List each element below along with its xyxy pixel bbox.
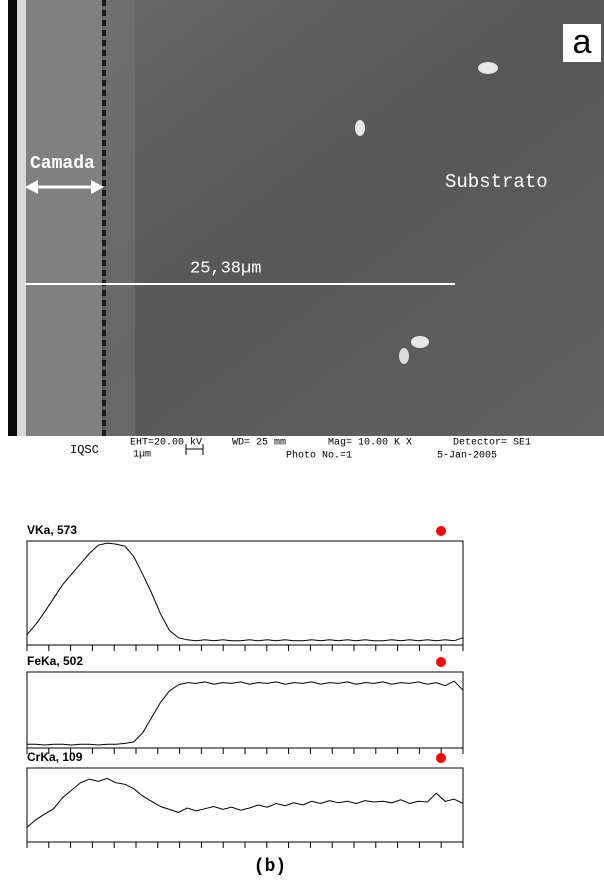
status-dot bbox=[436, 753, 446, 763]
edge-dark bbox=[8, 0, 17, 436]
layer-label: Camada bbox=[30, 154, 95, 174]
footer-text: 1µm bbox=[133, 450, 151, 461]
profile-frame bbox=[27, 768, 463, 842]
profile-line bbox=[27, 681, 463, 745]
profile-frame bbox=[27, 541, 463, 645]
sem-footer: IQSC EHT=20.00 kV 1µm WD= 25 mm Mag= 10.… bbox=[70, 437, 531, 462]
profile-title: CrKa, 109 bbox=[27, 750, 83, 764]
footer-text: IQSC bbox=[70, 443, 99, 457]
profile-title: FeKa, 502 bbox=[27, 654, 83, 668]
figure: a Camada Substrato 25,38µm IQSC EHT=20.0… bbox=[0, 0, 604, 881]
substrate-label: Substrato bbox=[445, 171, 548, 193]
caption: (b) bbox=[254, 857, 286, 877]
particle bbox=[411, 336, 429, 348]
status-dot bbox=[436, 657, 446, 667]
footer-text: EHT=20.00 kV bbox=[130, 437, 202, 449]
particle bbox=[399, 348, 409, 364]
edge-bright bbox=[17, 0, 26, 436]
footer-text: WD= 25 mm bbox=[232, 438, 286, 449]
profile-title: VKa, 573 bbox=[27, 523, 77, 537]
particle bbox=[478, 62, 498, 74]
transition-zone bbox=[105, 0, 135, 436]
layer-area bbox=[26, 0, 102, 436]
profile-line bbox=[27, 778, 463, 827]
footer-text: 5-Jan-2005 bbox=[437, 451, 497, 462]
particle bbox=[355, 120, 365, 136]
footer-text: Detector= SE1 bbox=[453, 438, 531, 449]
status-dot bbox=[436, 526, 446, 536]
sem-image: a Camada Substrato 25,38µm bbox=[8, 0, 604, 436]
footer-text: Mag= 10.00 K X bbox=[328, 438, 412, 449]
page: {"image":{"panel_label":"a","layer_label… bbox=[0, 0, 604, 881]
profile-line bbox=[27, 543, 463, 641]
panel-label: a bbox=[573, 23, 592, 61]
footer-text: Photo No.=1 bbox=[286, 450, 352, 462]
measurement-label: 25,38µm bbox=[190, 259, 261, 278]
